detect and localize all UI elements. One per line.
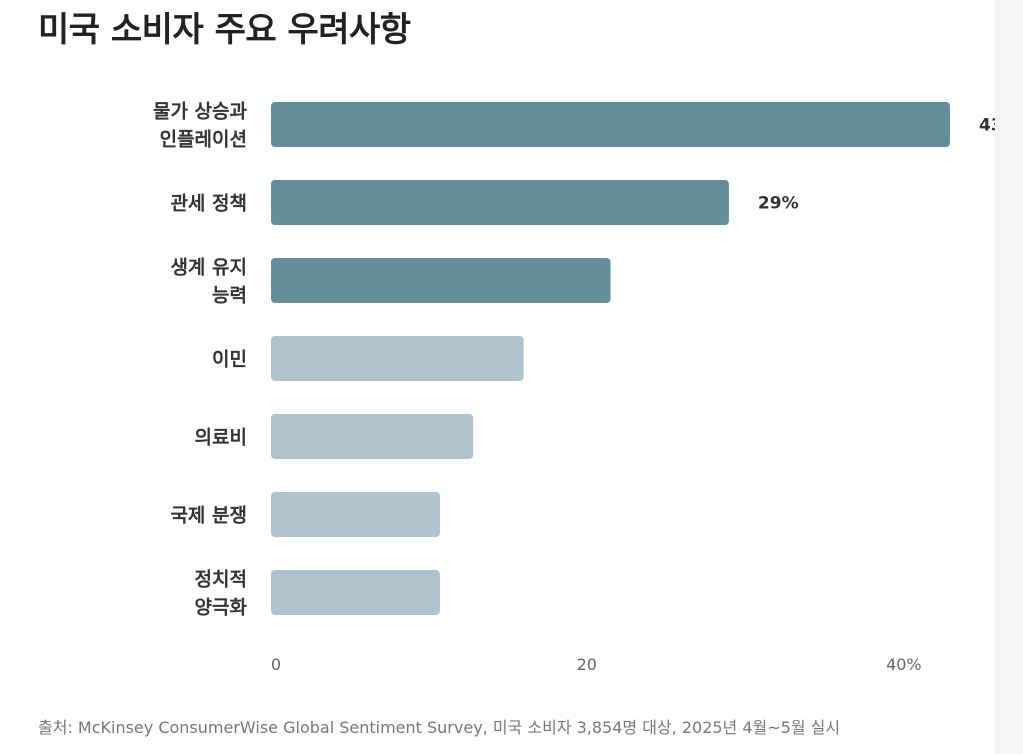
bar xyxy=(271,258,611,303)
value-label: 29% xyxy=(758,194,799,214)
bar xyxy=(271,180,729,225)
x-tick-label: 40% xyxy=(886,655,922,674)
chart-title: 미국 소비자 주요 우려사항 xyxy=(38,10,411,50)
value-label: 43% xyxy=(979,116,995,136)
category-label: 인플레이션 xyxy=(160,129,247,151)
category-label: 생계 유지 xyxy=(170,257,247,279)
category-label: 이민 xyxy=(212,349,247,371)
category-label: 정치적 xyxy=(195,569,247,591)
bar xyxy=(271,570,440,615)
source-note: 출처: McKinsey ConsumerWise Global Sentime… xyxy=(38,718,841,737)
category-label: 국제 분쟁 xyxy=(170,505,247,527)
category-label: 관세 정책 xyxy=(170,193,247,215)
scrollbar-track[interactable] xyxy=(995,0,1023,754)
x-tick-label: 20 xyxy=(577,655,597,674)
x-tick-label: 0 xyxy=(271,655,281,674)
bar xyxy=(271,336,524,381)
category-label: 물가 상승과 xyxy=(153,101,248,123)
category-label: 능력 xyxy=(212,285,247,307)
category-label: 의료비 xyxy=(195,427,247,449)
bar xyxy=(271,414,474,459)
bar xyxy=(271,102,950,147)
category-label: 양극화 xyxy=(195,597,248,619)
bar xyxy=(271,492,440,537)
